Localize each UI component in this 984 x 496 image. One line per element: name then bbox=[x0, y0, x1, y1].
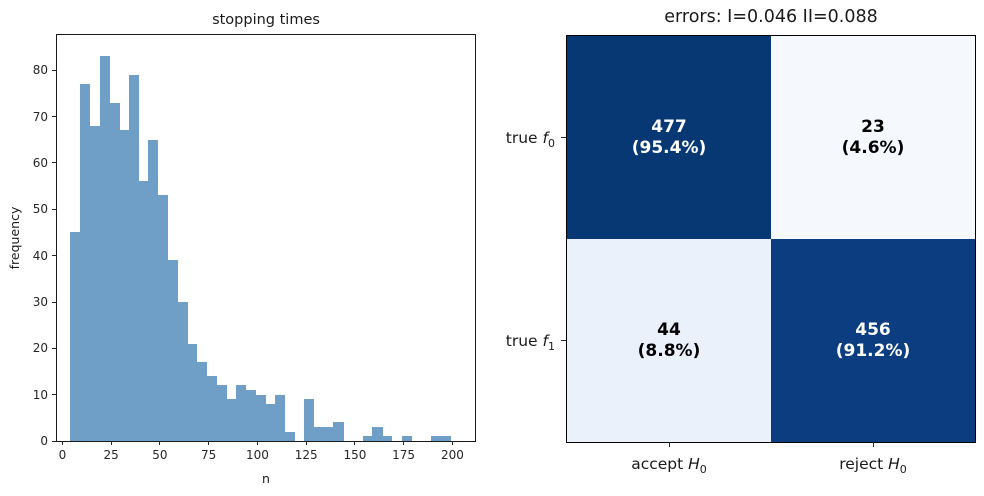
histogram-bar bbox=[255, 394, 266, 441]
cell-percent: (4.6%) bbox=[841, 137, 905, 158]
x-axis-tick bbox=[451, 441, 453, 445]
cell-count: 23 bbox=[861, 116, 885, 137]
histogram-xlabel: n bbox=[262, 471, 270, 486]
x-axis-tick bbox=[256, 441, 258, 445]
matrix-cell: 477 (95.4%) bbox=[567, 36, 771, 239]
histogram-bar bbox=[206, 376, 217, 441]
histogram-bar bbox=[440, 436, 451, 441]
cell-count: 477 bbox=[651, 116, 687, 137]
histogram-bar bbox=[216, 385, 227, 441]
y-axis-tick-label: 70 bbox=[32, 109, 48, 124]
histogram-bar bbox=[362, 436, 373, 441]
matrix-cell: 44 (8.8%) bbox=[567, 239, 771, 442]
x-axis-tick bbox=[354, 441, 356, 445]
histogram-bar bbox=[99, 56, 110, 441]
y-axis-tick bbox=[52, 116, 57, 118]
y-axis-tick bbox=[52, 440, 57, 442]
histogram-bar bbox=[401, 436, 412, 441]
confusion-matrix-title: errors: I=0.046 II=0.088 bbox=[664, 7, 878, 27]
col-tick bbox=[668, 442, 670, 447]
y-axis-tick bbox=[52, 347, 57, 349]
histogram-bar bbox=[119, 130, 130, 441]
cell-count: 456 bbox=[855, 319, 891, 340]
x-axis-tick-label: 200 bbox=[440, 448, 464, 462]
x-axis-tick bbox=[62, 441, 63, 445]
cell-percent: (8.8%) bbox=[637, 340, 701, 361]
histogram-bar bbox=[148, 139, 159, 441]
y-axis-tick-label: 0 bbox=[40, 434, 48, 448]
row-label: true f0 bbox=[505, 128, 555, 150]
x-axis-tick-label: 0 bbox=[58, 448, 67, 462]
histogram-bar bbox=[274, 394, 286, 441]
cell-percent: (91.2%) bbox=[835, 340, 911, 361]
histogram-bar bbox=[382, 436, 393, 441]
histogram-bar bbox=[80, 84, 91, 441]
histogram-bar bbox=[245, 390, 256, 441]
histogram-bar bbox=[235, 385, 247, 441]
cell-percent: (95.4%) bbox=[631, 137, 707, 158]
x-axis-tick bbox=[208, 441, 210, 445]
y-axis-tick bbox=[52, 301, 57, 303]
col-label: reject H0 bbox=[839, 455, 907, 477]
histogram-bar bbox=[187, 343, 198, 441]
histogram-bar bbox=[226, 399, 237, 441]
histogram-bar bbox=[304, 399, 315, 441]
y-axis-tick-label: 40 bbox=[32, 248, 48, 263]
y-axis-tick-label: 80 bbox=[32, 63, 48, 78]
y-axis-tick-label: 60 bbox=[32, 155, 48, 170]
y-axis-tick bbox=[52, 208, 57, 210]
cell-count: 44 bbox=[657, 319, 681, 340]
x-axis-tick-label: 125 bbox=[294, 448, 318, 462]
x-axis-tick bbox=[305, 441, 307, 445]
col-label: accept H0 bbox=[631, 455, 707, 477]
row-tick bbox=[561, 137, 566, 138]
y-axis-tick bbox=[52, 162, 57, 164]
y-axis-tick-label: 20 bbox=[32, 341, 48, 356]
histogram-bar bbox=[109, 102, 120, 441]
confusion-matrix: 477 (95.4%) 23 (4.6%) 44 (8.8%) 456 (91.2%) bbox=[566, 35, 976, 443]
row-label: true f1 bbox=[505, 331, 555, 353]
x-axis-tick-label: 100 bbox=[245, 448, 269, 462]
histogram-bar bbox=[138, 181, 149, 441]
histogram-bar bbox=[265, 403, 276, 441]
histogram-bar bbox=[430, 436, 442, 441]
matrix-cell: 456 (91.2%) bbox=[771, 239, 975, 442]
x-axis-tick bbox=[159, 441, 161, 445]
x-axis-tick bbox=[403, 441, 405, 445]
x-axis-tick-label: 175 bbox=[392, 448, 416, 462]
histogram-bar bbox=[313, 427, 325, 441]
histogram-bar bbox=[128, 74, 139, 441]
histogram-bar bbox=[167, 260, 178, 441]
x-axis-tick-label: 150 bbox=[343, 448, 367, 462]
histogram-bar bbox=[196, 362, 208, 441]
col-tick bbox=[872, 442, 874, 447]
histogram-bar bbox=[70, 232, 81, 441]
histogram-bar bbox=[333, 422, 344, 441]
x-axis-tick bbox=[110, 441, 112, 445]
y-axis-tick bbox=[52, 69, 57, 71]
histogram-bar bbox=[372, 427, 383, 441]
y-axis-tick-label: 10 bbox=[32, 387, 48, 402]
histogram-bar bbox=[284, 431, 295, 441]
histogram-bar bbox=[323, 427, 334, 441]
row-tick bbox=[561, 340, 566, 341]
histogram-plot-area bbox=[56, 34, 476, 442]
x-axis-tick-label: 75 bbox=[201, 448, 217, 462]
y-axis-tick-label: 50 bbox=[32, 202, 48, 217]
x-axis-tick-label: 50 bbox=[152, 448, 168, 462]
histogram-bar bbox=[177, 301, 188, 441]
y-axis-tick bbox=[52, 255, 57, 257]
y-axis-tick bbox=[52, 394, 57, 396]
x-axis-tick-label: 25 bbox=[103, 448, 119, 462]
histogram-title: stopping times bbox=[212, 12, 320, 28]
y-axis-tick-label: 30 bbox=[32, 295, 48, 309]
histogram-bar bbox=[89, 125, 100, 441]
histogram-bar bbox=[157, 195, 169, 441]
matrix-cell: 23 (4.6%) bbox=[771, 36, 975, 239]
